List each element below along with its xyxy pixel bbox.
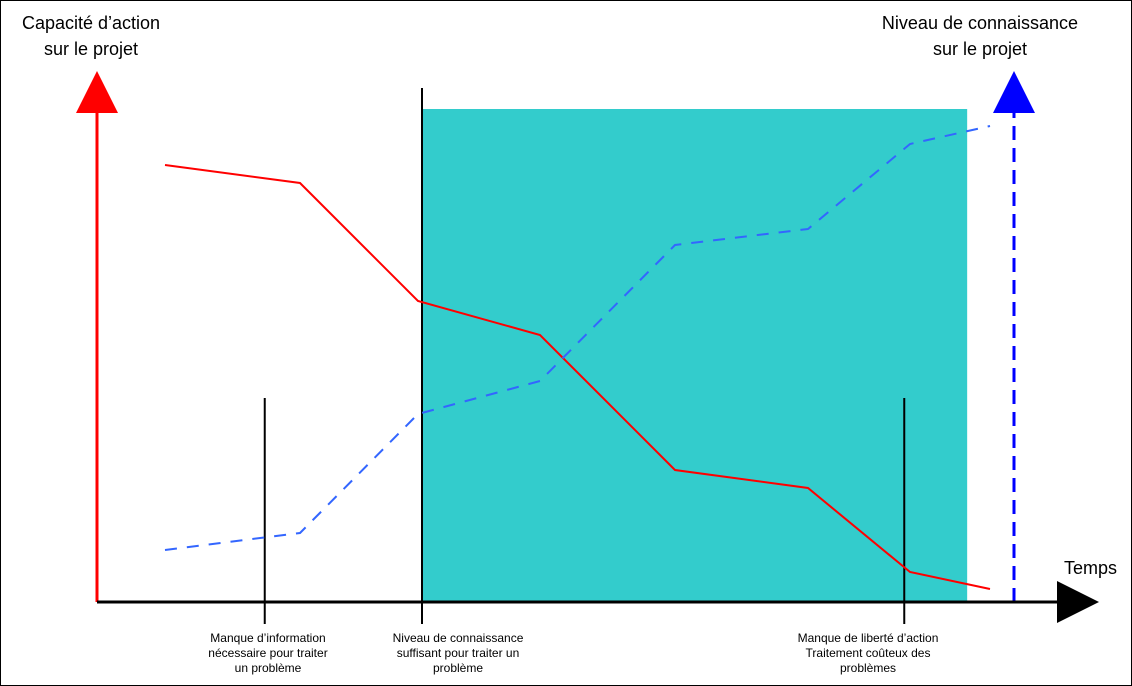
left-axis-title-line-2: sur le projet — [43, 39, 139, 59]
marker-annotation-3-line-2: Traitement coûteux des — [805, 646, 931, 660]
marker-annotation-1-line-3: un problème — [234, 661, 302, 675]
marker-annotation-1-line-1: Manque d’information — [210, 631, 326, 645]
marker-annotation-2-line-3: problème — [432, 661, 484, 675]
right-axis-title-line-1: Niveau de connaissance — [881, 13, 1079, 33]
right-axis-title-line-2: sur le projet — [932, 39, 1028, 59]
left-axis-title-line-1: Capacité d’action — [21, 13, 161, 33]
series-connaissance-line — [164, 125, 991, 551]
marker-annotation-2-line-1: Niveau de connaissance — [392, 631, 524, 645]
left-axis-title: Capacité d’action sur le projet — [6, 10, 176, 62]
marker-annotation-2: Niveau de connaissance suffisant pour tr… — [358, 631, 558, 676]
marker-annotation-2-line-2: suffisant pour traiter un — [396, 646, 520, 660]
marker-annotation-1-line-2: nécessaire pour traiter — [208, 646, 328, 660]
right-axis-title: Niveau de connaissance sur le projet — [855, 10, 1105, 62]
marker-annotation-3: Manque de liberté d’action Traitement co… — [768, 631, 968, 676]
series-capacite-line — [164, 164, 991, 590]
marker-annotation-1: Manque d’information nécessaire pour tra… — [168, 631, 368, 676]
marker-annotation-3-line-3: problèmes — [839, 661, 897, 675]
x-axis-label: Temps — [1064, 558, 1118, 578]
marker-annotation-3-line-1: Manque de liberté d’action — [797, 631, 939, 645]
shaded-region — [422, 109, 968, 602]
